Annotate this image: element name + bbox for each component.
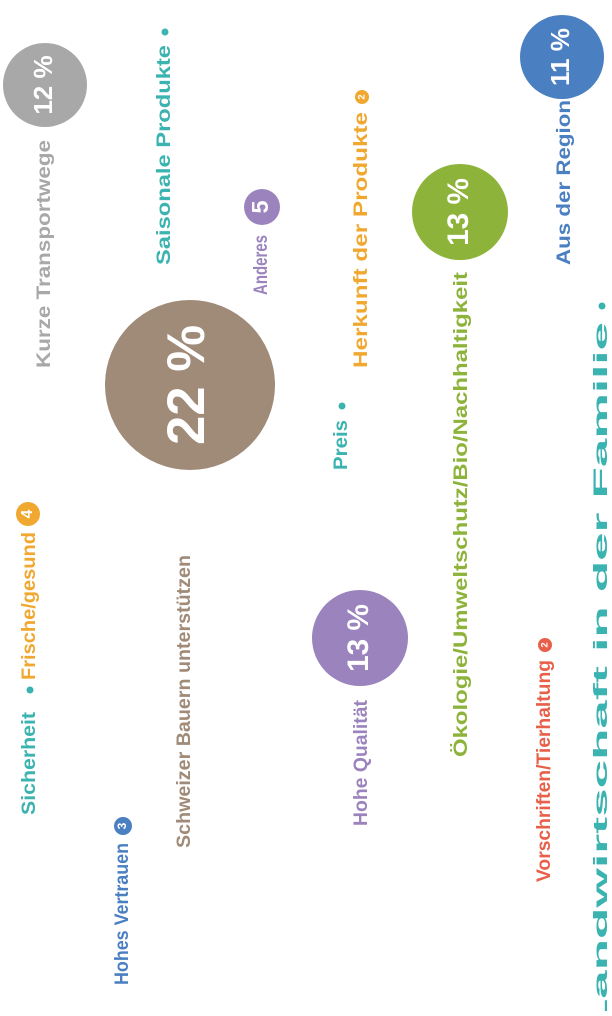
- bubble: [105, 300, 275, 470]
- value-label: 4: [19, 509, 36, 518]
- bubble: [412, 164, 508, 260]
- category-label: Kurze Transportwege: [34, 140, 55, 368]
- value-label: 11 %: [545, 28, 575, 86]
- value-label: 2: [539, 642, 549, 647]
- category-label: Ökologie/Umweltschutz/Bio/Nachhaltigkeit: [451, 271, 472, 757]
- bubble: [520, 15, 604, 99]
- value-label: 3: [116, 822, 129, 829]
- category-label: Vorschriften/Tierhaltung: [534, 660, 555, 882]
- category-label: Hohes Vertrauen: [112, 843, 133, 985]
- value-label: 13 %: [442, 178, 475, 246]
- value-label: 13 %: [342, 604, 375, 672]
- category-label: Anderes: [251, 235, 272, 295]
- value-label: 12 %: [28, 55, 58, 114]
- category-label: Preis: [331, 420, 352, 470]
- value-label: 5: [247, 200, 273, 213]
- bubble: [355, 90, 369, 104]
- bubble: [312, 590, 408, 686]
- bubble: [16, 502, 40, 526]
- dot: [161, 28, 169, 36]
- category-label: Herkunft der Produkte: [351, 112, 372, 368]
- category-label: Sicherheit: [19, 711, 40, 815]
- value-label: 22 %: [157, 325, 216, 445]
- dot: [26, 686, 34, 694]
- value-label: 2: [356, 94, 366, 99]
- bubble: [538, 638, 552, 652]
- category-label: Saisonale Produkte: [154, 45, 175, 265]
- category-label: Landwirtschaft in der Familie: [591, 322, 612, 1011]
- category-label: Schweizer Bauern unterstützen: [174, 555, 195, 848]
- category-label: Frische/gesund: [19, 532, 40, 680]
- dot: [338, 402, 346, 410]
- bubble: [114, 817, 132, 835]
- category-label: Hohe Qualität: [351, 699, 372, 826]
- bubble: [244, 189, 280, 225]
- dot: [598, 302, 606, 310]
- bubble: [3, 43, 87, 127]
- category-label: Aus der Region: [554, 100, 575, 265]
